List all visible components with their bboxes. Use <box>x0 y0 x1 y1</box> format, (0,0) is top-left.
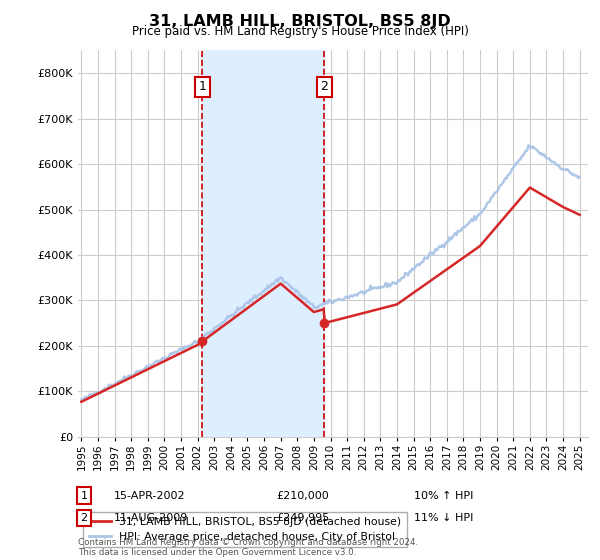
Legend: 31, LAMB HILL, BRISTOL, BS5 8JD (detached house), HPI: Average price, detached h: 31, LAMB HILL, BRISTOL, BS5 8JD (detache… <box>83 512 407 547</box>
Text: 1: 1 <box>199 80 206 94</box>
Text: £249,995: £249,995 <box>276 513 329 523</box>
Text: 11% ↓ HPI: 11% ↓ HPI <box>414 513 473 523</box>
Text: 2: 2 <box>80 513 88 523</box>
Text: 15-APR-2002: 15-APR-2002 <box>114 491 185 501</box>
Text: £210,000: £210,000 <box>276 491 329 501</box>
Text: 11-AUG-2009: 11-AUG-2009 <box>114 513 188 523</box>
Text: Price paid vs. HM Land Registry's House Price Index (HPI): Price paid vs. HM Land Registry's House … <box>131 25 469 38</box>
Bar <box>202 50 324 437</box>
Text: 1: 1 <box>80 491 88 501</box>
Text: 10% ↑ HPI: 10% ↑ HPI <box>414 491 473 501</box>
Text: 2: 2 <box>320 80 328 94</box>
Text: Contains HM Land Registry data © Crown copyright and database right 2024.
This d: Contains HM Land Registry data © Crown c… <box>78 538 418 557</box>
Text: 31, LAMB HILL, BRISTOL, BS5 8JD: 31, LAMB HILL, BRISTOL, BS5 8JD <box>149 14 451 29</box>
